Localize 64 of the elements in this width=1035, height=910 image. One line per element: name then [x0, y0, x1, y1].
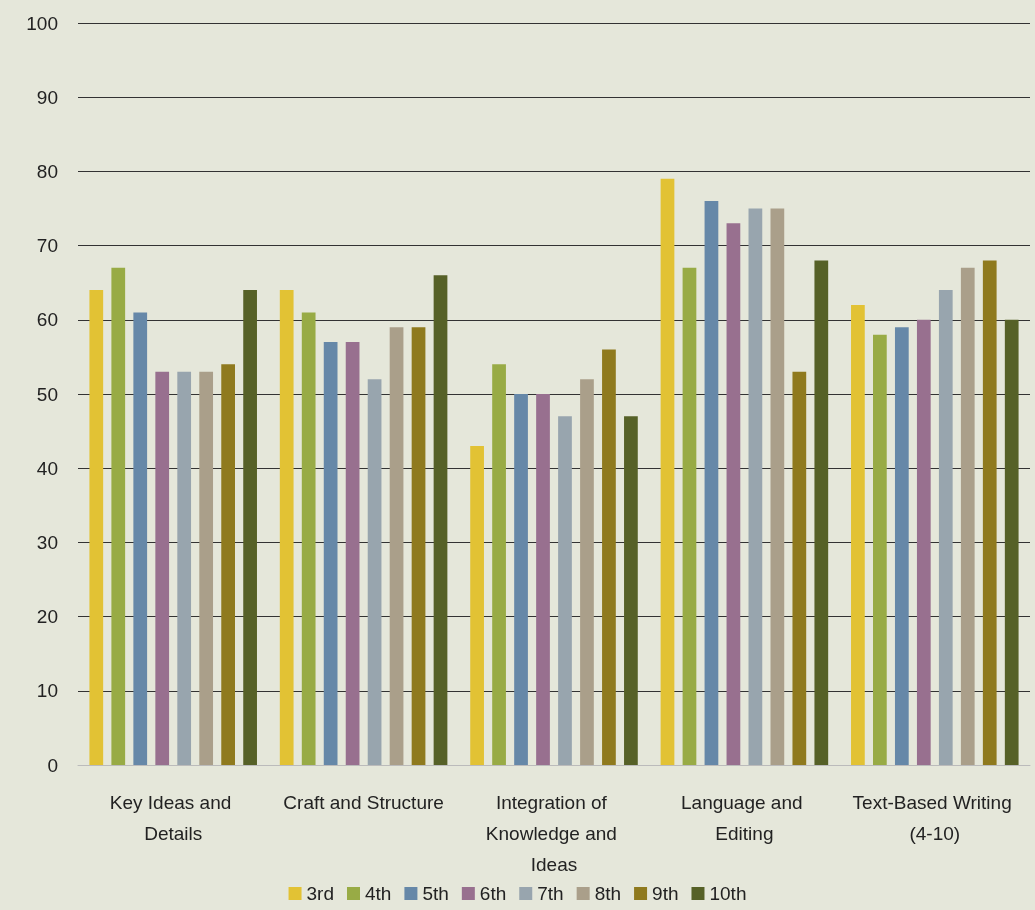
y-tick-label: 90	[36, 86, 58, 108]
y-tick-label: 20	[36, 606, 58, 628]
x-tick-label: Text-Based Writing (4-10)	[852, 792, 1017, 844]
bar	[389, 327, 404, 765]
bar	[851, 304, 865, 765]
y-tick-label: 80	[36, 160, 58, 182]
bar	[514, 394, 528, 765]
bar	[873, 334, 887, 765]
x-tick-label: Integration of Knowledge and Ideas	[485, 792, 623, 875]
x-tick-label: Language and Editing	[681, 792, 808, 844]
bar	[916, 319, 931, 765]
y-tick-label: 0	[47, 754, 58, 776]
x-tick-label: Craft and Structure	[283, 792, 444, 813]
bar	[770, 208, 785, 765]
bar	[938, 290, 953, 765]
bar	[492, 364, 506, 765]
bar	[1004, 319, 1019, 765]
y-tick-label: 10	[36, 680, 58, 702]
bar	[199, 371, 214, 765]
bar	[580, 379, 594, 765]
legend-label: 5th	[422, 883, 449, 904]
bar	[624, 416, 638, 765]
bar	[345, 342, 360, 765]
legend-label: 6th	[479, 883, 507, 904]
legend-label: 8th	[594, 883, 622, 904]
bar	[558, 416, 572, 765]
bar	[792, 371, 807, 765]
bar	[89, 290, 104, 765]
bar	[111, 267, 126, 765]
bar	[814, 260, 829, 765]
bar	[704, 201, 719, 765]
bar	[960, 267, 975, 765]
bar	[660, 178, 675, 765]
bar	[133, 312, 148, 765]
bar	[433, 275, 448, 765]
legend-label: 7th	[537, 883, 564, 904]
bar	[155, 371, 170, 765]
bar	[301, 312, 316, 765]
bar	[894, 327, 909, 765]
bar	[602, 349, 616, 765]
legend-label: 3rd	[306, 883, 335, 904]
bar	[367, 379, 382, 765]
bar	[726, 223, 741, 765]
bar	[323, 342, 338, 765]
bar	[177, 371, 192, 765]
bar	[221, 364, 235, 765]
legend-label: 4th	[365, 883, 392, 904]
bar	[982, 260, 997, 765]
y-tick-label: 50	[36, 383, 58, 405]
bar	[411, 327, 426, 765]
bar	[748, 208, 763, 765]
y-tick-label: 60	[36, 309, 58, 331]
y-tick-label: 30	[36, 531, 58, 553]
x-tick-label: Key Ideas and Details	[109, 792, 237, 844]
legend-label: 9th	[652, 883, 679, 904]
bar	[243, 290, 257, 765]
y-tick-label: 100	[26, 12, 58, 34]
bar	[470, 445, 484, 765]
y-tick-label: 40	[36, 457, 58, 479]
bar	[536, 394, 550, 765]
y-tick-label: 70	[36, 235, 58, 257]
bar	[682, 267, 697, 765]
bar	[279, 290, 294, 765]
legend-label: 10th	[709, 883, 747, 904]
